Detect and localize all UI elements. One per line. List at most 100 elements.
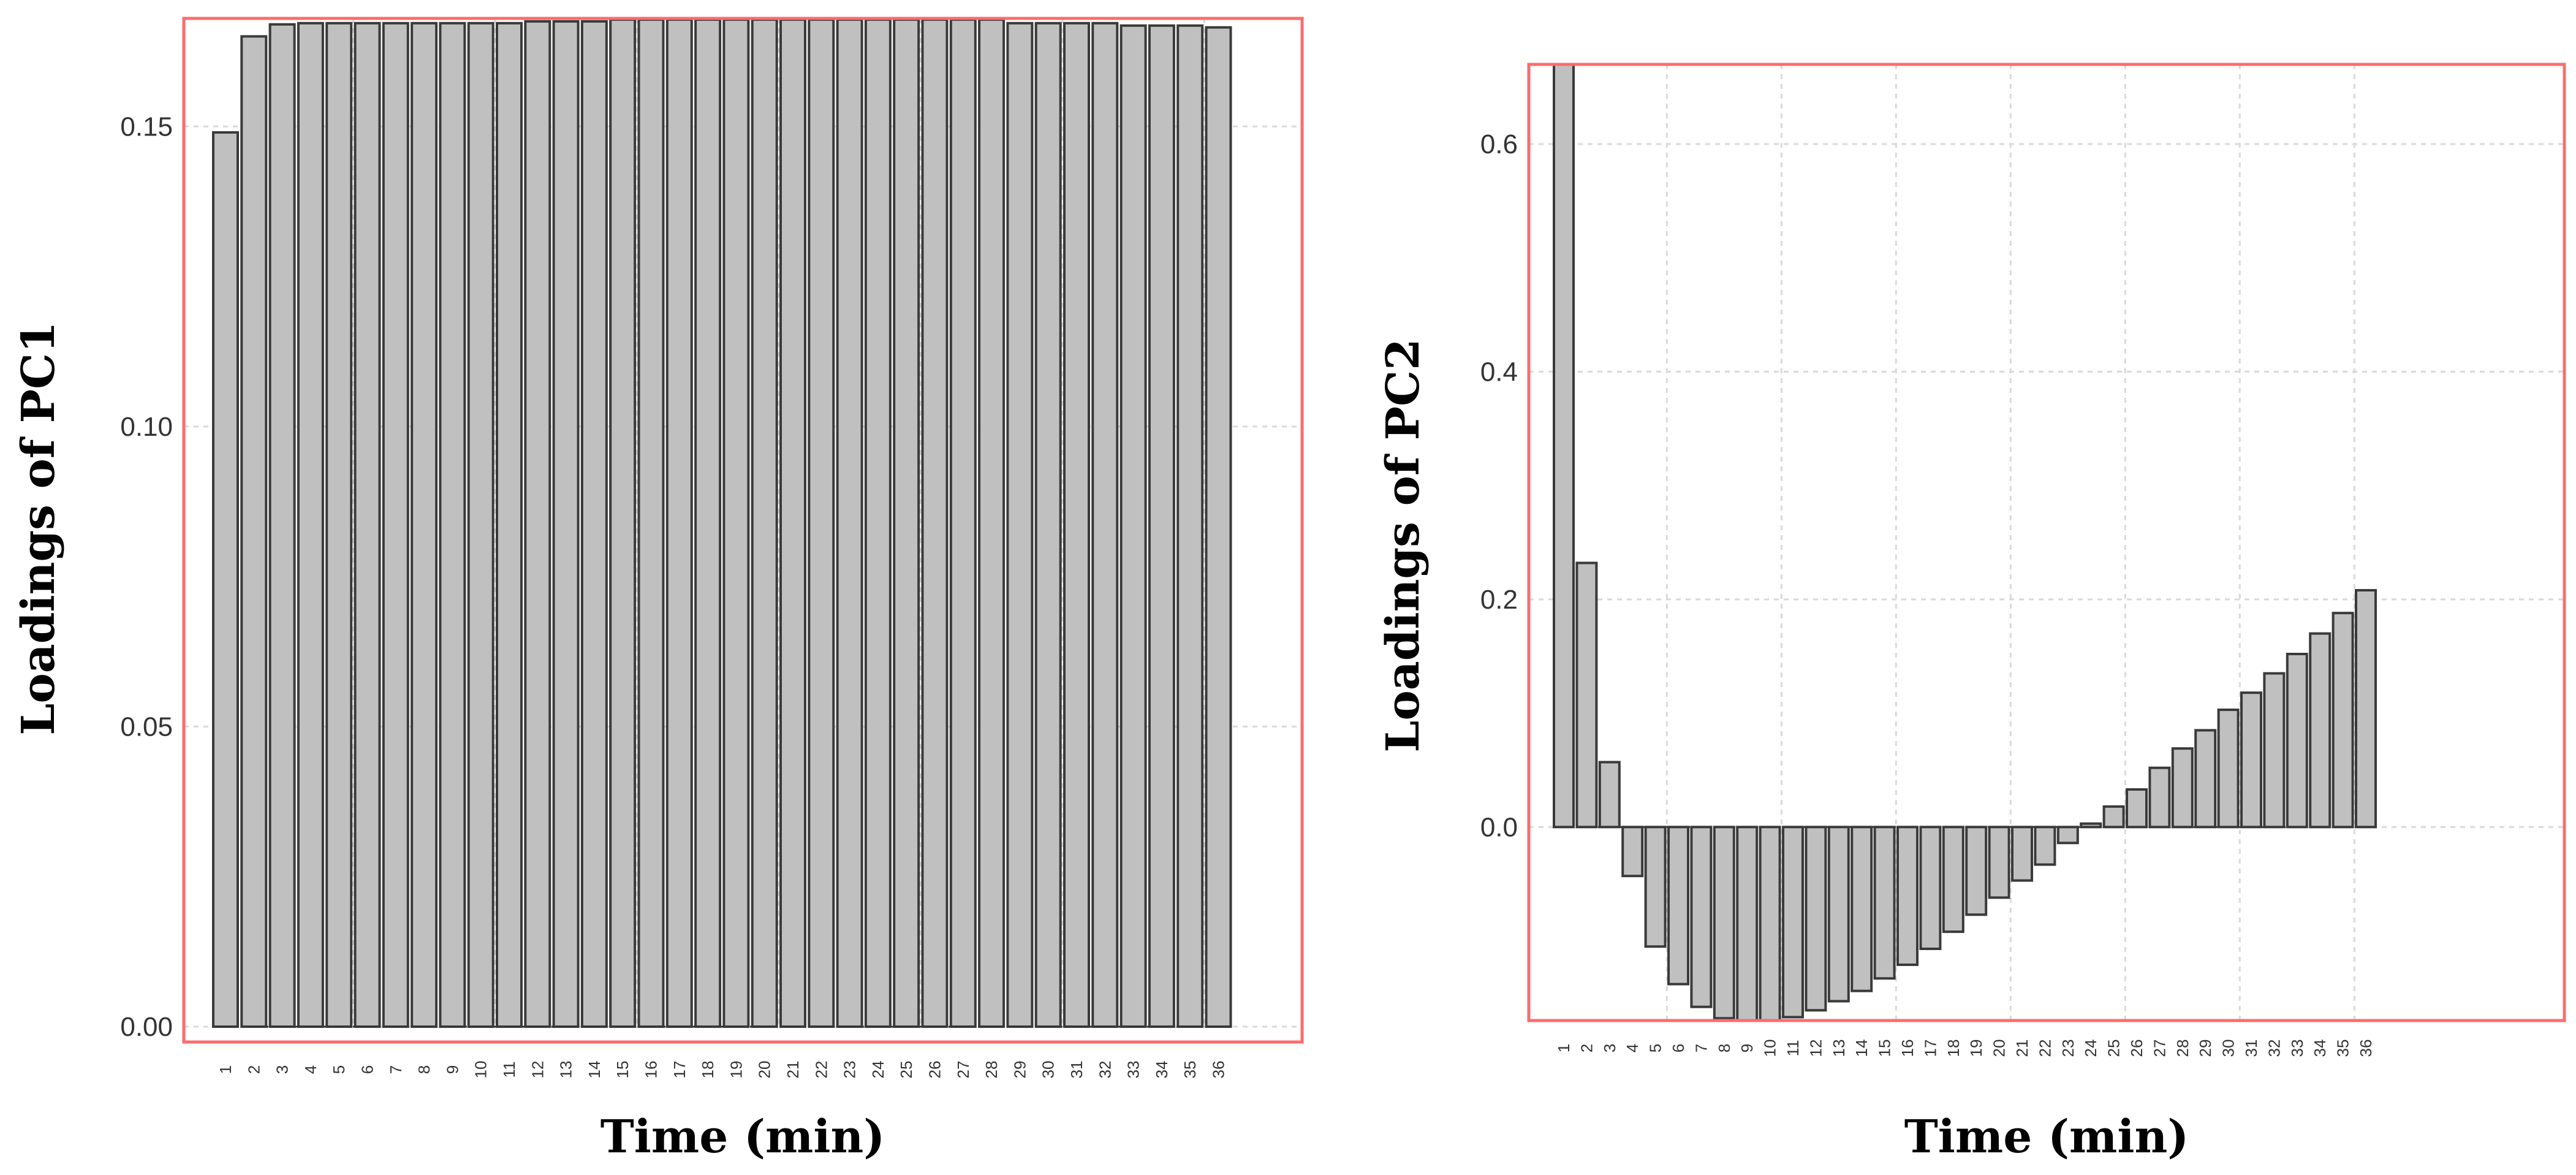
pc1-bar-24 — [864, 18, 892, 1028]
pc1-x-tick-label: 34 — [1153, 1061, 1171, 1079]
pc1-x-tick-label: 11 — [500, 1062, 518, 1078]
pc2-x-tick-label: 31 — [2242, 1040, 2260, 1057]
pc2-bar-5 — [1644, 826, 1667, 948]
pc1-bar-2 — [240, 35, 268, 1028]
pc1-x-tick-label: 28 — [982, 1061, 1001, 1079]
pc2-bar-24 — [2080, 822, 2102, 829]
pc1-x-tick-label: 26 — [926, 1061, 944, 1079]
pc1-bar-4 — [297, 21, 324, 1028]
pc1-bar-20 — [751, 18, 778, 1028]
pc2-bar-14 — [1851, 826, 1873, 992]
pc1-y-tick-label: 0.05 — [120, 712, 173, 742]
pc1-y-tick-label: 0.10 — [120, 412, 173, 442]
pc1-bar-6 — [354, 21, 381, 1028]
pc1-x-tick-label: 33 — [1124, 1061, 1143, 1079]
pc2-x-tick-label: 22 — [2036, 1040, 2054, 1057]
pc1-x-tick-label: 4 — [301, 1065, 320, 1074]
pc1-bars — [212, 18, 1232, 1029]
pc1-x-tick-label: 12 — [528, 1061, 547, 1079]
pc2-y-tick-label: 0.6 — [1480, 129, 1518, 159]
pc2-bar-3 — [1598, 761, 1621, 829]
pc1-loadings-chart: 0.000.050.100.15 1 2 3 4 5 6 7 8 9 10 11 12 13 14 15 16… — [12, 17, 1304, 1163]
pc2-bar-9 — [1736, 826, 1759, 1022]
pc1-y-ticks: 0.00 0.05 0.10 0.15 — [120, 112, 173, 1042]
pc1-x-tick-label: 8 — [415, 1065, 433, 1074]
pc1-x-tick-label: 21 — [784, 1061, 802, 1079]
pc2-bar-15 — [1873, 826, 1896, 980]
pc2-x-tick-label: 18 — [1944, 1040, 1963, 1057]
pc2-x-tick-label: 32 — [2265, 1040, 2283, 1057]
pc2-x-tick-label: 19 — [1967, 1040, 1985, 1057]
pc2-bar-4 — [1621, 826, 1644, 878]
pc1-bar-8 — [411, 21, 438, 1028]
pc2-loadings-chart: 0.00.20.40.6 1 2 3 4 5 6 7 8 9 10 11 12 13 14 15 16 17 18… — [1377, 63, 2566, 1163]
pc1-x-tick-label: 16 — [642, 1061, 661, 1079]
pc1-bar-28 — [978, 18, 1006, 1028]
pc2-bar-13 — [1827, 826, 1850, 1003]
pc1-x-tick-label: 36 — [1210, 1061, 1228, 1079]
pc2-bar-7 — [1690, 826, 1713, 1008]
pc1-bar-9 — [439, 21, 466, 1028]
pc1-x-tick-label: 22 — [812, 1061, 830, 1079]
pc2-bar-10 — [1759, 826, 1781, 1022]
pc1-x-tick-label: 27 — [954, 1061, 972, 1079]
pc2-x-tick-label: 11 — [1784, 1040, 1802, 1057]
pc2-bar-22 — [2034, 826, 2056, 866]
pc2-x-axis-title: Time (min) — [1904, 1111, 2189, 1163]
pc2-x-tick-label: 26 — [2127, 1040, 2146, 1057]
pc2-x-tick-label: 29 — [2196, 1040, 2214, 1057]
pc2-y-tick-label: 0.4 — [1480, 357, 1518, 387]
pc1-x-tick-label: 20 — [756, 1061, 774, 1079]
pc2-bar-11 — [1782, 826, 1804, 1019]
pc2-bar-27 — [2148, 766, 2171, 829]
pc1-bar-7 — [382, 21, 409, 1028]
pc1-bar-1 — [212, 131, 239, 1029]
pc2-x-tick-label: 17 — [1921, 1040, 1939, 1057]
pc1-x-tick-label: 2 — [244, 1065, 263, 1074]
pc1-bar-21 — [779, 18, 806, 1028]
pc2-x-tick-label: 23 — [2059, 1040, 2077, 1057]
pc1-bar-35 — [1176, 24, 1204, 1028]
pc1-bar-27 — [949, 18, 977, 1028]
pc1-x-tick-label: 32 — [1096, 1061, 1114, 1079]
pc2-x-tick-label: 8 — [1715, 1044, 1733, 1052]
pc2-x-tick-label: 3 — [1601, 1044, 1619, 1052]
pc1-bar-26 — [921, 18, 949, 1028]
pc1-x-tick-label: 23 — [841, 1061, 859, 1079]
pc2-y-tick-label: 0.0 — [1480, 812, 1518, 842]
pc2-bar-30 — [2217, 709, 2240, 829]
pc1-bar-19 — [722, 18, 750, 1028]
pc1-bar-36 — [1205, 26, 1232, 1028]
pc1-bar-18 — [694, 18, 722, 1028]
pc2-x-tick-label: 27 — [2150, 1040, 2169, 1057]
pc2-x-tick-label: 5 — [1646, 1044, 1665, 1052]
pc1-x-tick-label: 10 — [472, 1061, 490, 1079]
pc2-x-tick-label: 14 — [1852, 1040, 1871, 1057]
pc2-bar-35 — [2332, 612, 2354, 829]
pc1-bar-29 — [1006, 21, 1034, 1028]
pc2-x-ticks: 1 2 3 4 5 6 7 8 9 10 11 12 13 14 15 16 17 18 19 20 21 22 23 24 2… — [1555, 1040, 2375, 1057]
pc2-y-axis-title: Loadings of PC2 — [1377, 338, 1430, 752]
pc1-x-tick-label: 19 — [727, 1061, 745, 1079]
pc1-x-tick-label: 15 — [613, 1061, 632, 1079]
pc2-bar-12 — [1805, 826, 1827, 1012]
pc2-grid — [1529, 64, 2564, 1021]
pc1-x-tick-label: 6 — [358, 1065, 377, 1074]
pc1-x-tick-label: 3 — [273, 1065, 292, 1074]
pc2-bar-23 — [2056, 826, 2079, 845]
pc2-bar-19 — [1965, 826, 1988, 916]
pc2-bar-6 — [1667, 826, 1689, 986]
pc1-x-tick-label: 14 — [585, 1061, 604, 1079]
pc2-x-tick-label: 12 — [1806, 1040, 1825, 1057]
pc2-plot-frame — [1527, 63, 2566, 1022]
pc1-x-tick-label: 30 — [1039, 1061, 1058, 1079]
pc1-bar-31 — [1063, 21, 1090, 1028]
pc1-bar-15 — [609, 18, 637, 1028]
pc1-bar-13 — [552, 20, 580, 1028]
pc2-x-tick-label: 28 — [2173, 1040, 2192, 1057]
pc2-bar-1 — [1553, 63, 1575, 829]
pc2-bar-20 — [1988, 826, 2010, 899]
pc2-x-tick-label: 33 — [2288, 1040, 2306, 1057]
pc2-x-tick-label: 30 — [2219, 1040, 2238, 1057]
